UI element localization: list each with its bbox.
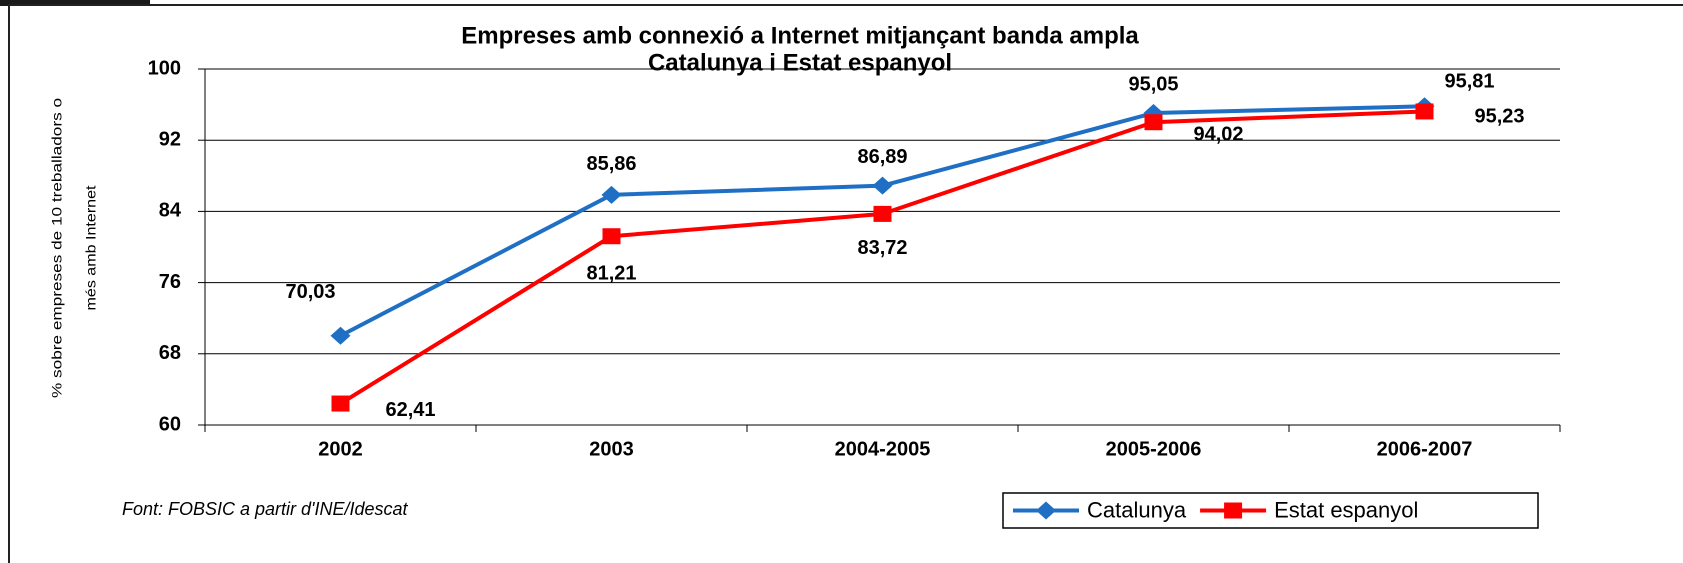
- marker: [331, 395, 350, 412]
- x-tick-label: 2004-2005: [835, 438, 931, 460]
- legend-label: Estat espanyol: [1274, 497, 1418, 522]
- legend-marker: [1224, 502, 1243, 519]
- data-label: 81,21: [586, 263, 636, 285]
- x-tick-label: 2002: [318, 438, 363, 460]
- data-label: 86,89: [857, 146, 907, 168]
- data-label: 83,72: [857, 237, 907, 259]
- data-label: 85,86: [586, 153, 636, 175]
- source-note: Font: FOBSIC a partir d'INE/Idescat: [122, 499, 409, 519]
- data-label: 95,23: [1474, 106, 1524, 128]
- marker: [1415, 103, 1434, 120]
- marker: [1144, 114, 1163, 131]
- chart-subtitle: Catalunya i Estat espanyol: [648, 49, 952, 76]
- data-label: 95,05: [1128, 73, 1178, 95]
- y-axis-label: % sobre empreses de 10 treballadors o: [49, 98, 65, 398]
- y-axis-label: més amb Internet: [83, 185, 99, 310]
- y-tick-label: 76: [159, 271, 181, 293]
- y-tick-label: 68: [159, 342, 181, 364]
- legend-marker: [1036, 501, 1056, 520]
- x-tick-label: 2006-2007: [1377, 438, 1473, 460]
- marker: [872, 176, 893, 195]
- legend-label: Catalunya: [1087, 497, 1187, 522]
- x-tick-label: 2005-2006: [1106, 438, 1202, 460]
- data-label: 95,81: [1444, 71, 1494, 93]
- data-label: 62,41: [385, 399, 435, 421]
- y-tick-label: 100: [148, 57, 181, 79]
- marker: [601, 185, 622, 204]
- y-tick-label: 92: [159, 128, 181, 150]
- legend-box: [1002, 492, 1539, 529]
- data-label: 94,02: [1193, 124, 1243, 146]
- chart-title: Empreses amb connexió a Internet mitjanç…: [461, 22, 1139, 49]
- y-tick-label: 84: [159, 200, 182, 222]
- x-tick-label: 2003: [589, 438, 634, 460]
- marker: [330, 326, 351, 345]
- marker: [873, 205, 892, 222]
- data-label: 70,03: [285, 281, 335, 303]
- logo-strip: [0, 0, 150, 6]
- y-tick-label: 60: [159, 413, 181, 435]
- marker: [602, 228, 621, 245]
